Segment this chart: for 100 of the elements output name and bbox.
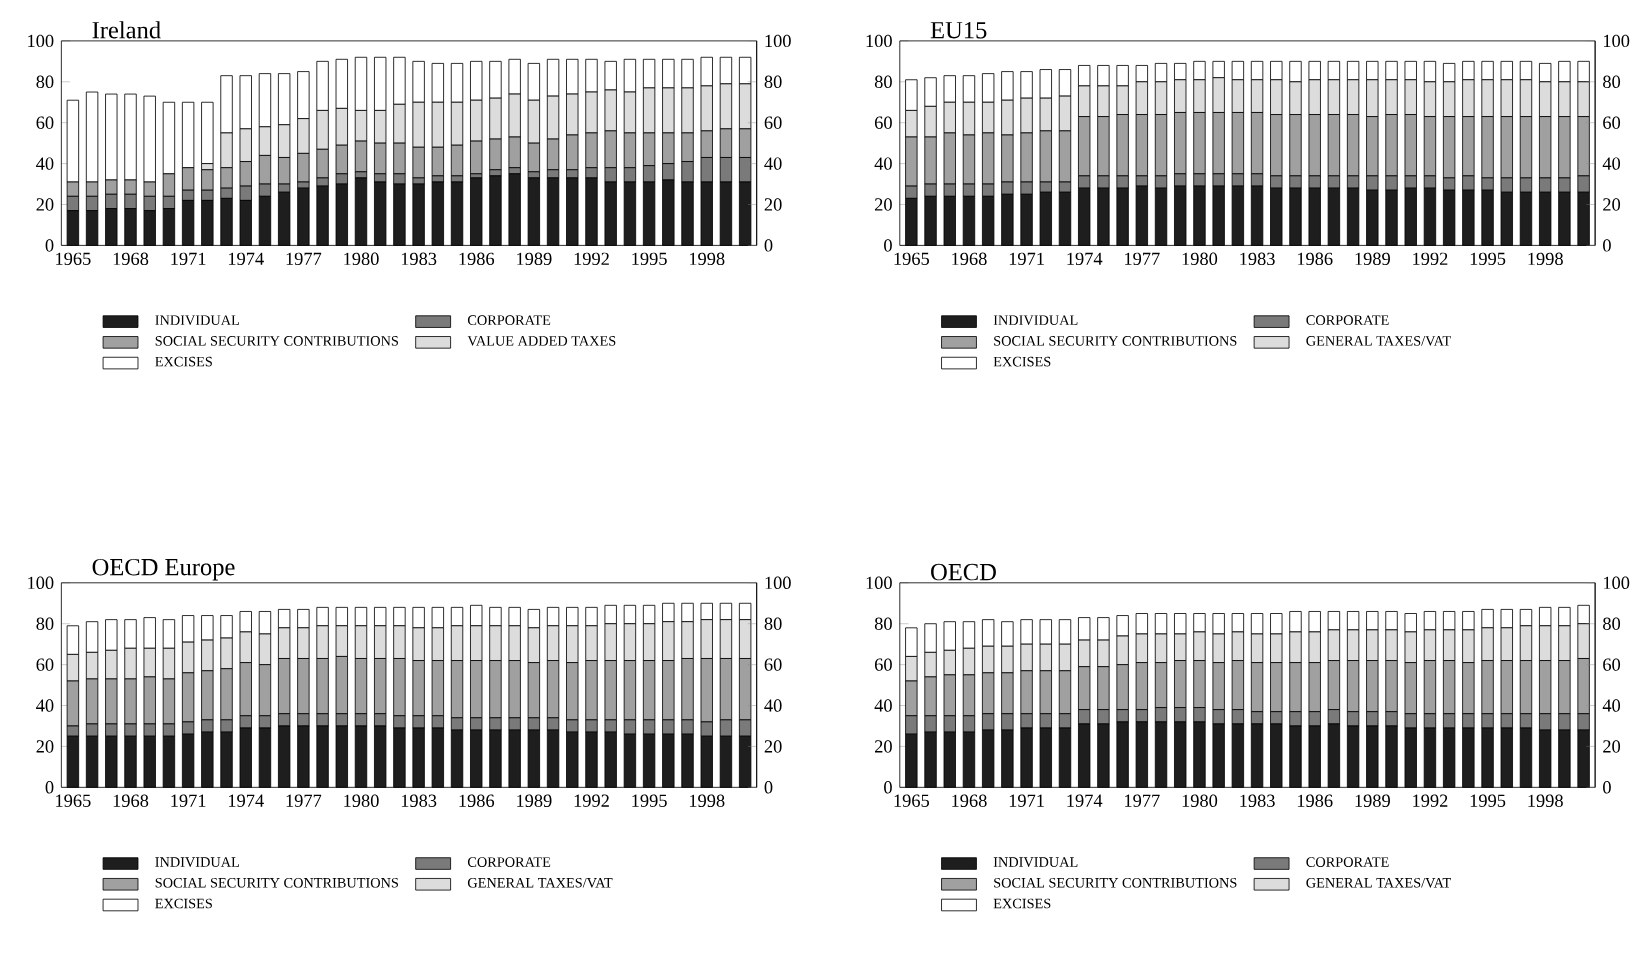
y2-tick-label: 60 bbox=[1603, 116, 1621, 129]
x-tick-label: 1995 bbox=[1470, 252, 1506, 265]
y2-tick-label: 60 bbox=[764, 116, 782, 129]
y-tick-label: 60 bbox=[874, 658, 892, 671]
y2-tick-label: 40 bbox=[1602, 699, 1621, 712]
x-tick-label: 1965 bbox=[56, 794, 91, 807]
x-tick-label: 1977 bbox=[1125, 794, 1160, 807]
legend-label: INDIVIDUAL bbox=[155, 857, 239, 867]
legend-label: SOCIAL SECURITY CONTRIBUTIONS bbox=[155, 335, 398, 346]
x-tick-label: 1974 bbox=[1067, 794, 1103, 807]
y-tick-label: 100 bbox=[866, 576, 892, 589]
x-tick-label: 1980 bbox=[1182, 252, 1218, 265]
y2-tick-label: 0 bbox=[764, 239, 773, 252]
x-tick-label: 1965 bbox=[56, 252, 91, 265]
y-tick-label: 40 bbox=[36, 699, 54, 712]
x-tick-label: 1983 bbox=[1240, 794, 1275, 807]
legend-label: CORPORATE bbox=[467, 315, 551, 325]
legend-label: GENERAL TAXES/VAT bbox=[467, 877, 613, 888]
y2-tick-label: 0 bbox=[764, 781, 773, 794]
y2-tick-label: 80 bbox=[1603, 75, 1621, 88]
x-tick-label: 1965 bbox=[894, 252, 930, 265]
legend-label: VALUE ADDED TAXES bbox=[467, 335, 616, 346]
x-tick-label: 1971 bbox=[1009, 794, 1044, 807]
y2-tick-label: 20 bbox=[1603, 198, 1621, 211]
x-tick-label: 1992 bbox=[1413, 794, 1448, 807]
legend-label: EXCISES bbox=[155, 898, 212, 909]
y-tick-label: 60 bbox=[36, 658, 54, 671]
y2-tick-label: 20 bbox=[1603, 740, 1621, 753]
legend-label: INDIVIDUAL bbox=[155, 315, 239, 325]
x-tick-label: 1980 bbox=[1182, 794, 1218, 807]
chart-title: Ireland bbox=[92, 21, 161, 39]
y-tick-label: 80 bbox=[874, 617, 892, 630]
y2-tick-label: 40 bbox=[764, 157, 782, 170]
x-tick-label: 1989 bbox=[517, 252, 552, 265]
x-tick-label: 1989 bbox=[1355, 794, 1390, 807]
y-tick-label: 0 bbox=[45, 239, 54, 252]
y2-tick-label: 20 bbox=[764, 198, 782, 211]
y-tick-label: 80 bbox=[874, 75, 892, 88]
y-tick-label: 40 bbox=[874, 157, 892, 170]
y2-tick-label: 60 bbox=[764, 658, 782, 671]
legend-label: CORPORATE bbox=[467, 857, 551, 867]
legend-label: EXCISES bbox=[993, 898, 1051, 909]
x-tick-label: 1971 bbox=[171, 794, 206, 807]
legend-label: GENERAL TAXES/VAT bbox=[1306, 877, 1451, 888]
y-tick-label: 0 bbox=[884, 781, 892, 794]
y-tick-label: 100 bbox=[866, 34, 892, 48]
y2-tick-label: 40 bbox=[1602, 157, 1621, 170]
x-tick-label: 1974 bbox=[1067, 252, 1103, 265]
legend-label: INDIVIDUAL bbox=[993, 315, 1078, 325]
y2-tick-label: 80 bbox=[764, 75, 782, 88]
x-tick-label: 1980 bbox=[344, 252, 379, 265]
x-tick-label: 1968 bbox=[952, 794, 987, 807]
y-tick-label: 20 bbox=[36, 740, 54, 753]
legend-label: SOCIAL SECURITY CONTRIBUTIONS bbox=[155, 877, 398, 888]
y-tick-label: 20 bbox=[874, 740, 892, 753]
y2-tick-label: 20 bbox=[764, 740, 782, 753]
x-tick-label: 1983 bbox=[1240, 252, 1275, 265]
x-tick-label: 1977 bbox=[286, 252, 322, 265]
x-tick-label: 1980 bbox=[344, 794, 379, 807]
legend-label: CORPORATE bbox=[1306, 315, 1389, 325]
x-tick-label: 1968 bbox=[952, 252, 987, 265]
x-tick-label: 1971 bbox=[1009, 252, 1044, 265]
x-tick-label: 1995 bbox=[632, 252, 667, 265]
x-tick-label: 1983 bbox=[401, 794, 437, 807]
x-tick-label: 1971 bbox=[171, 252, 206, 265]
y2-tick-label: 80 bbox=[764, 617, 782, 630]
x-tick-label: 1986 bbox=[459, 252, 495, 265]
x-tick-label: 1998 bbox=[1528, 794, 1563, 807]
y-tick-label: 60 bbox=[36, 116, 54, 129]
x-tick-label: 1989 bbox=[1355, 252, 1390, 265]
x-tick-label: 1968 bbox=[113, 794, 149, 807]
legend-label: EXCISES bbox=[155, 356, 212, 367]
y-tick-label: 0 bbox=[45, 781, 54, 794]
y-tick-label: 100 bbox=[28, 576, 54, 589]
x-tick-label: 1995 bbox=[1470, 794, 1506, 807]
legend-label: EXCISES bbox=[993, 356, 1051, 367]
chart-title: OECD bbox=[931, 563, 996, 581]
y2-tick-label: 0 bbox=[1603, 239, 1611, 252]
y-tick-label: 0 bbox=[884, 239, 892, 252]
legend-label: CORPORATE bbox=[1306, 857, 1389, 867]
y2-tick-label: 100 bbox=[1603, 34, 1630, 48]
x-tick-label: 1977 bbox=[1125, 252, 1160, 265]
x-tick-label: 1974 bbox=[228, 794, 264, 807]
legend-label: SOCIAL SECURITY CONTRIBUTIONS bbox=[994, 335, 1237, 346]
x-tick-label: 1965 bbox=[894, 794, 930, 807]
y-tick-label: 80 bbox=[36, 617, 54, 630]
y-tick-label: 20 bbox=[874, 198, 892, 211]
legend-label: SOCIAL SECURITY CONTRIBUTIONS bbox=[994, 877, 1237, 888]
x-tick-label: 1986 bbox=[459, 794, 495, 807]
y2-tick-label: 80 bbox=[1603, 617, 1621, 630]
chart-title: OECD Europe bbox=[92, 558, 235, 581]
y2-tick-label: 40 bbox=[764, 699, 782, 712]
y2-tick-label: 0 bbox=[1603, 781, 1611, 794]
x-tick-label: 1992 bbox=[574, 794, 609, 807]
x-tick-label: 1992 bbox=[574, 252, 609, 265]
y-tick-label: 60 bbox=[874, 116, 892, 129]
y2-tick-label: 100 bbox=[1603, 576, 1630, 589]
x-tick-label: 1986 bbox=[1297, 252, 1333, 265]
x-tick-label: 1998 bbox=[689, 794, 725, 807]
x-tick-label: 1977 bbox=[286, 794, 322, 807]
